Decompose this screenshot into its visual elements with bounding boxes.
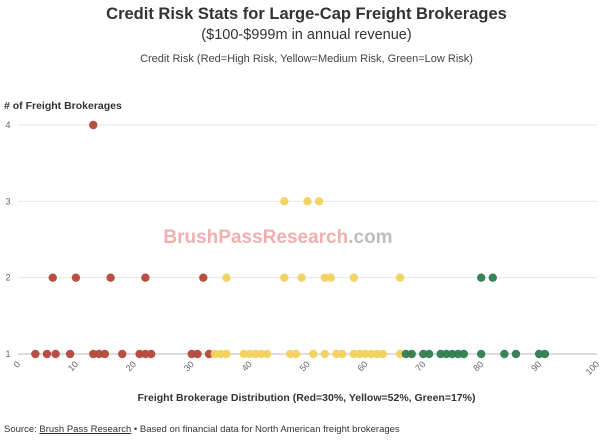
x-tick-label: 10 bbox=[66, 359, 80, 373]
data-point-medium-risk bbox=[297, 273, 306, 282]
data-point-high-risk bbox=[141, 349, 150, 359]
data-point-medium-risk bbox=[239, 349, 249, 359]
data-point-medium-risk bbox=[395, 273, 405, 282]
watermark: BrushPassResearch.com bbox=[163, 227, 392, 248]
data-point-low-risk bbox=[407, 349, 416, 359]
watermark-part-com: .com bbox=[348, 227, 392, 248]
data-point-medium-risk bbox=[366, 349, 376, 359]
data-point-low-risk bbox=[419, 349, 428, 359]
data-point-medium-risk bbox=[378, 349, 387, 359]
data-point-low-risk bbox=[488, 273, 497, 282]
data-point-high-risk bbox=[31, 349, 40, 359]
data-point-high-risk bbox=[89, 349, 98, 359]
data-point-high-risk bbox=[141, 273, 150, 282]
data-point-medium-risk bbox=[280, 273, 289, 282]
svg-text:BrushPassResearch.com: BrushPassResearch.com bbox=[163, 227, 392, 248]
data-point-low-risk bbox=[459, 349, 469, 359]
risk-legend-note: Credit Risk (Red=High Risk, Yellow=Mediu… bbox=[140, 53, 473, 65]
data-point-low-risk bbox=[500, 349, 509, 359]
data-point-low-risk bbox=[436, 349, 445, 359]
data-point-high-risk bbox=[42, 349, 52, 359]
data-points bbox=[31, 120, 550, 359]
x-tick-label: 90 bbox=[529, 359, 543, 373]
data-point-medium-risk bbox=[372, 349, 382, 359]
data-point-high-risk bbox=[94, 349, 104, 359]
data-point-medium-risk bbox=[349, 349, 359, 359]
data-point-medium-risk bbox=[262, 349, 272, 359]
data-point-high-risk bbox=[204, 349, 214, 359]
x-axis-label: Freight Brokerage Distribution (Red=30%,… bbox=[137, 392, 476, 404]
y-tick-label: 3 bbox=[5, 196, 10, 206]
data-point-low-risk bbox=[477, 273, 486, 282]
x-tick-label: 60 bbox=[355, 359, 369, 373]
data-point-medium-risk bbox=[326, 273, 335, 282]
x-tick-label: 0 bbox=[12, 359, 23, 370]
y-tick-label: 2 bbox=[5, 273, 10, 283]
watermark-part-brushpass: BrushPass bbox=[163, 227, 262, 248]
data-point-medium-risk bbox=[395, 349, 405, 359]
y-tick-label: 4 bbox=[5, 120, 10, 130]
data-point-low-risk bbox=[511, 349, 521, 359]
data-point-medium-risk bbox=[285, 349, 295, 359]
data-point-high-risk bbox=[71, 273, 81, 282]
data-point-medium-risk bbox=[216, 349, 225, 359]
data-point-medium-risk bbox=[332, 349, 341, 359]
data-point-medium-risk bbox=[303, 197, 312, 206]
data-point-high-risk bbox=[146, 349, 156, 359]
x-tick-label: 70 bbox=[413, 359, 427, 373]
data-point-medium-risk bbox=[349, 273, 359, 282]
source-prefix: Source: bbox=[4, 424, 40, 435]
x-tick-label: 30 bbox=[182, 359, 196, 373]
data-point-high-risk bbox=[100, 349, 110, 359]
data-point-high-risk bbox=[187, 349, 196, 359]
data-point-medium-risk bbox=[291, 349, 301, 359]
data-point-low-risk bbox=[424, 349, 434, 359]
data-point-medium-risk bbox=[222, 273, 231, 282]
data-point-medium-risk bbox=[222, 349, 231, 359]
data-point-high-risk bbox=[65, 349, 75, 359]
data-point-medium-risk bbox=[361, 349, 370, 359]
data-point-high-risk bbox=[193, 349, 202, 359]
data-point-medium-risk bbox=[320, 349, 330, 359]
x-tick-label: 80 bbox=[471, 359, 485, 373]
x-tick-label: 40 bbox=[240, 359, 254, 373]
data-point-high-risk bbox=[118, 349, 127, 359]
data-point-low-risk bbox=[540, 349, 550, 359]
source-suffix: • Based on financial data for North Amer… bbox=[131, 424, 400, 435]
data-point-high-risk bbox=[48, 273, 57, 282]
x-tick-label: 50 bbox=[298, 359, 312, 373]
data-point-medium-risk bbox=[314, 197, 324, 206]
data-point-low-risk bbox=[477, 349, 486, 359]
chart-subtitle: ($100-$999m in annual revenue) bbox=[201, 27, 412, 43]
chart-title: Credit Risk Stats for Large-Cap Freight … bbox=[106, 5, 507, 23]
data-point-high-risk bbox=[135, 349, 144, 359]
data-point-low-risk bbox=[534, 349, 544, 359]
data-point-medium-risk bbox=[355, 349, 364, 359]
data-point-high-risk bbox=[89, 120, 98, 130]
data-point-low-risk bbox=[453, 349, 463, 359]
data-point-medium-risk bbox=[251, 349, 260, 359]
data-point-high-risk bbox=[199, 273, 208, 282]
data-point-medium-risk bbox=[280, 197, 289, 206]
data-point-medium-risk bbox=[309, 349, 318, 359]
data-point-medium-risk bbox=[210, 349, 220, 359]
x-tick-label: 100 bbox=[584, 359, 602, 377]
y-tick-label: 1 bbox=[5, 349, 10, 359]
x-tick-label: 20 bbox=[124, 359, 138, 373]
data-point-medium-risk bbox=[338, 349, 347, 359]
data-point-high-risk bbox=[106, 273, 115, 282]
data-point-medium-risk bbox=[320, 273, 330, 282]
data-point-low-risk bbox=[401, 349, 411, 359]
data-point-medium-risk bbox=[256, 349, 266, 359]
source-footer: Source: Brush Pass Research • Based on f… bbox=[4, 424, 400, 435]
watermark-part-research: Research bbox=[263, 227, 349, 248]
data-point-high-risk bbox=[51, 349, 60, 359]
y-axis-label: # of Freight Brokerages bbox=[4, 100, 122, 112]
data-point-low-risk bbox=[442, 349, 451, 359]
data-point-medium-risk bbox=[245, 349, 254, 359]
data-point-low-risk bbox=[448, 349, 457, 359]
source-link[interactable]: Brush Pass Research bbox=[39, 424, 132, 435]
